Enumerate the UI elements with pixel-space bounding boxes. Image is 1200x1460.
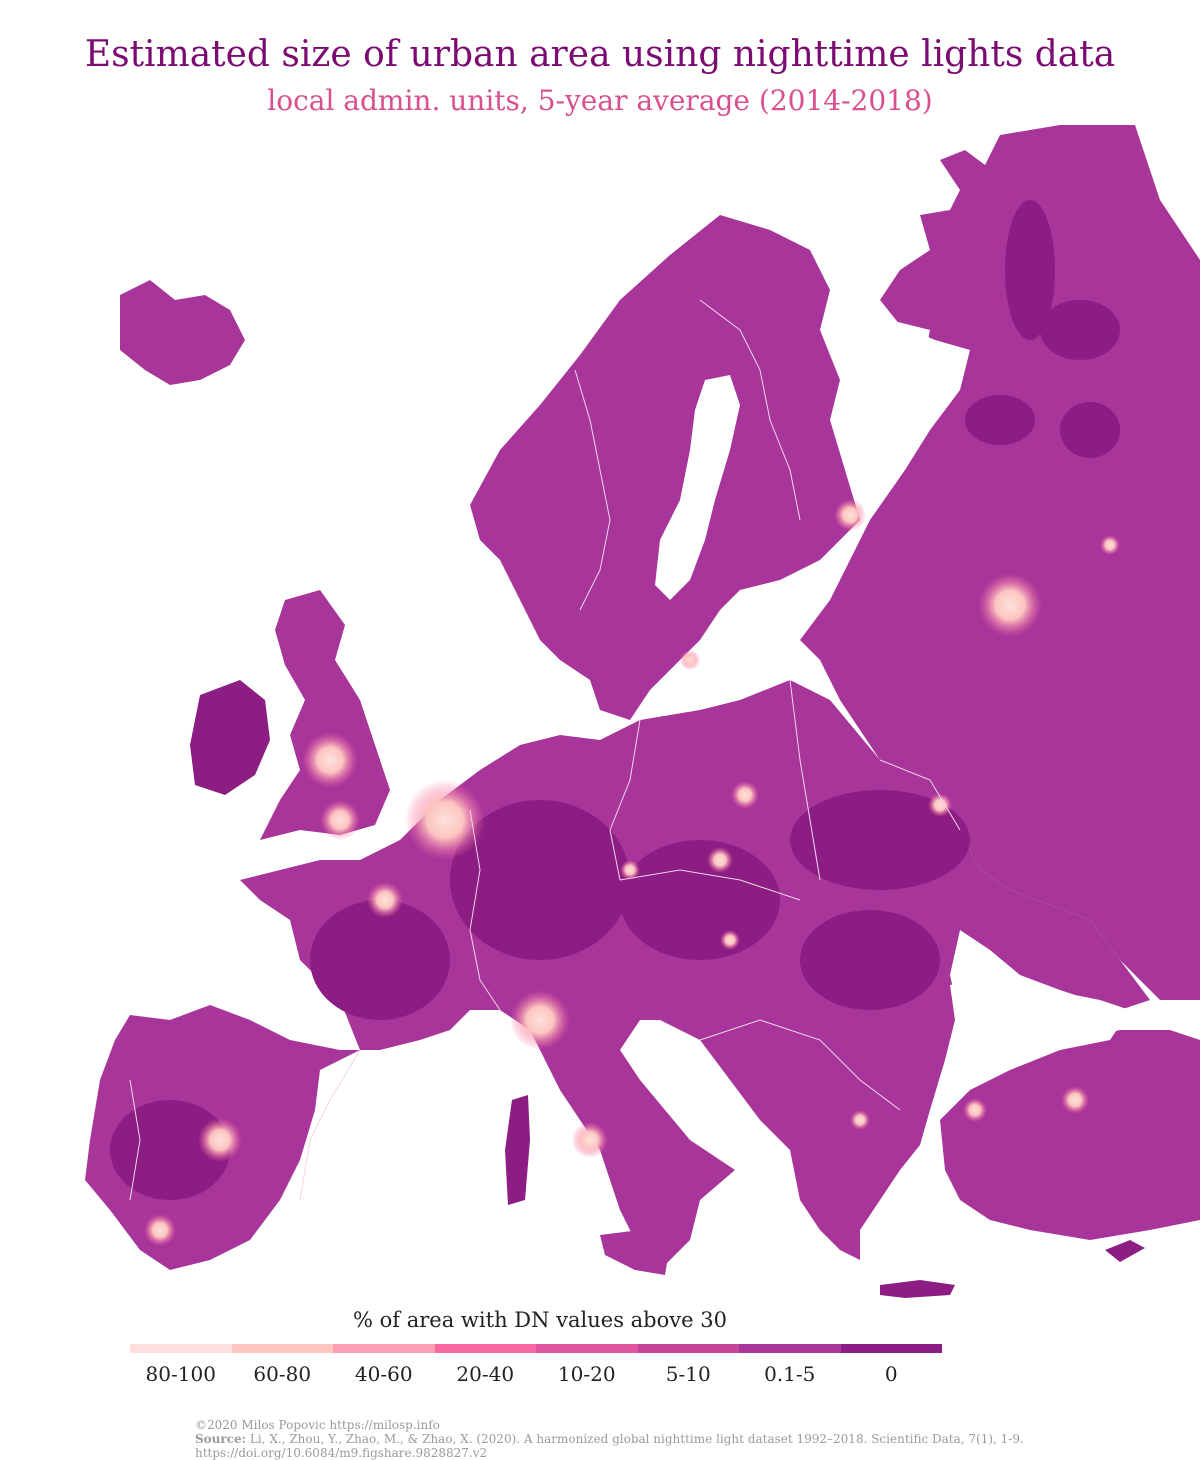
cyprus xyxy=(1105,1240,1145,1262)
map-subtitle: local admin. units, 5-year average (2014… xyxy=(267,84,933,117)
country-borders xyxy=(129,299,961,1201)
legend-swatch xyxy=(637,1344,739,1353)
legend-swatch xyxy=(840,1344,942,1353)
legend-label: 5-10 xyxy=(665,1362,711,1386)
black-sea xyxy=(945,975,1130,1085)
source-citation: Source: Li, X., Zhou, Y., Zhao, M., & Zh… xyxy=(195,1432,1055,1460)
legend-swatch xyxy=(130,1344,232,1353)
white-sea xyxy=(810,300,930,365)
legend-label: 0 xyxy=(884,1362,898,1386)
great-britain-region xyxy=(260,590,390,840)
legend-label: 80-100 xyxy=(145,1362,216,1386)
map-title: Estimated size of urban area using night… xyxy=(84,34,1116,75)
legend-swatch xyxy=(333,1344,435,1353)
legend-swatch xyxy=(739,1344,841,1353)
urban-light-spots xyxy=(144,499,1120,1246)
legend-label: 20-40 xyxy=(456,1362,515,1386)
legend-swatch xyxy=(434,1344,536,1353)
credit-text: ©2020 Milos Popovic https://milosp.info xyxy=(195,1418,440,1432)
turkey-region xyxy=(940,1030,1200,1240)
legend-label: 60-80 xyxy=(253,1362,312,1386)
legend-swatch xyxy=(231,1344,333,1353)
europe-map xyxy=(85,125,1200,1298)
legend-swatch xyxy=(536,1344,638,1353)
legend-labels: 80-100 60-80 40-60 20-40 10-20 5-10 0.1-5 0 xyxy=(130,1362,942,1386)
sicily xyxy=(600,1230,670,1275)
gulf-of-bothnia xyxy=(655,375,740,600)
source-label: Source: xyxy=(195,1432,247,1446)
legend-color-bar xyxy=(130,1344,942,1353)
legend-label: 40-60 xyxy=(354,1362,413,1386)
legend-label: 10-20 xyxy=(557,1362,616,1386)
dark-districts xyxy=(110,200,1120,1200)
crete xyxy=(880,1280,955,1298)
iceland-region xyxy=(120,280,245,385)
ireland-region xyxy=(190,680,270,795)
legend-label: 0.1-5 xyxy=(764,1362,816,1386)
source-text: Li, X., Zhou, Y., Zhao, M., & Zhao, X. (… xyxy=(249,1432,1024,1446)
corsica-sardinia xyxy=(505,1095,530,1205)
scandinavia-region xyxy=(470,215,860,720)
legend-title: % of area with DN values above 30 xyxy=(353,1308,727,1332)
source-doi: https://doi.org/10.6084/m9.figshare.9828… xyxy=(195,1446,488,1460)
